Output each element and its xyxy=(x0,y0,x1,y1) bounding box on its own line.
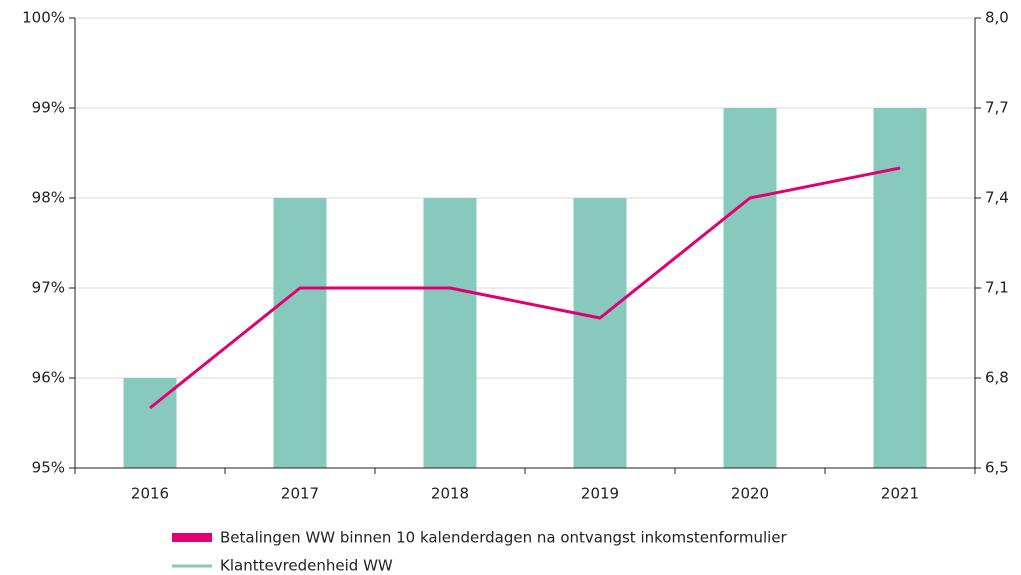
y-tick-label: 98% xyxy=(32,189,65,207)
y-tick-label: 100% xyxy=(22,9,65,27)
x-tick-label: 2019 xyxy=(581,485,619,503)
y2-tick-label: 7,7 xyxy=(985,99,1009,117)
bar xyxy=(273,198,327,468)
y2-tick-label: 6,5 xyxy=(985,459,1009,477)
legend-label: Betalingen WW binnen 10 kalenderdagen na… xyxy=(220,529,788,547)
y2-tick-label: 6,8 xyxy=(985,369,1009,387)
y-tick-label: 95% xyxy=(32,459,65,477)
bar xyxy=(723,108,777,468)
x-tick-label: 2021 xyxy=(881,485,919,503)
x-tick-label: 2016 xyxy=(131,485,169,503)
y2-tick-label: 7,4 xyxy=(985,189,1009,207)
legend-swatch xyxy=(172,533,212,542)
y-tick-label: 99% xyxy=(32,99,65,117)
legend-label: Klanttevredenheid WW xyxy=(220,557,393,575)
y-tick-label: 97% xyxy=(32,279,65,297)
x-tick-label: 2020 xyxy=(731,485,769,503)
y2-tick-label: 7,1 xyxy=(985,279,1009,297)
bar xyxy=(423,198,477,468)
line xyxy=(149,166,901,410)
y2-tick-label: 8,0 xyxy=(985,9,1009,27)
y-tick-label: 96% xyxy=(32,369,65,387)
x-tick-label: 2017 xyxy=(281,485,319,503)
bar xyxy=(873,108,927,468)
x-tick-label: 2018 xyxy=(431,485,469,503)
bar xyxy=(573,198,627,468)
